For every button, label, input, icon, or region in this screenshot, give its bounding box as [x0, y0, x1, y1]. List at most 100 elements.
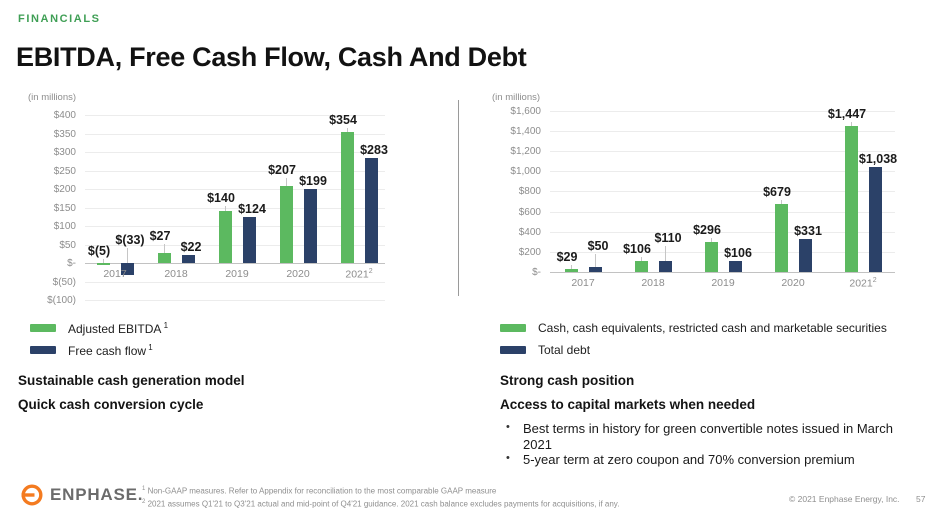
statement-capital-markets: Access to capital markets when needed [500, 397, 756, 412]
enphase-logo: ENPHASE. [20, 483, 143, 507]
units-label: (in millions) [492, 92, 541, 103]
x-axis-label: 20212 [345, 268, 373, 281]
legend-label: Adjusted EBITDA 1 [68, 320, 169, 336]
bullet-green-notes: • Best terms in history for green conver… [500, 421, 900, 453]
y-axis-tick: $(50) [52, 276, 76, 288]
enphase-logo-icon [20, 484, 43, 506]
x-axis-label: 2017 [103, 268, 127, 280]
x-axis-label: 2018 [641, 276, 665, 289]
label-leader-line [127, 248, 128, 263]
y-axis-tick: $- [67, 258, 76, 269]
y-axis-tick: $800 [518, 186, 541, 198]
label-leader-line [781, 199, 782, 204]
gridline [550, 111, 895, 112]
bar-value-label: $296 [693, 223, 721, 238]
x-axis-label: 20212 [849, 276, 877, 290]
page-number: 57 [916, 494, 926, 504]
series2-bar [798, 238, 812, 272]
label-leader-line [103, 259, 104, 263]
bar-value-label: $(33) [115, 233, 145, 247]
bullet-zero-coupon: • 5-year term at zero coupon and 70% con… [500, 452, 900, 468]
y-axis-tick: $400 [518, 226, 541, 238]
series1-bar [157, 253, 171, 263]
y-axis-tick: $100 [53, 221, 76, 232]
ebitda-fcf-legend: Adjusted EBITDA 1 Free cash flow 1 [30, 317, 168, 361]
bar-value-label: $110 [654, 231, 682, 246]
x-axis-label: 2020 [286, 268, 310, 280]
legend-swatch [500, 324, 526, 332]
legend-swatch [30, 346, 56, 354]
bar-value-label: $22 [180, 239, 202, 254]
x-axis-label: 2017 [571, 276, 595, 289]
enphase-logo-text: ENPHASE. [50, 485, 144, 504]
y-axis-tick: $50 [59, 239, 76, 251]
chart-canvas: $400 $350 $300 $250 $200 $150 $100 $50 $- $(50) $(… [18, 92, 453, 312]
vertical-divider [458, 100, 459, 296]
gridline [85, 189, 385, 190]
series2-bar [242, 217, 256, 263]
section-eyebrow: FINANCIALS [18, 13, 101, 25]
page-title: EBITDA, Free Cash Flow, Cash And Debt [16, 42, 527, 72]
y-axis-tick: $200 [53, 184, 76, 195]
series2-bar [588, 266, 602, 272]
footnote-2: 2 2021 assumes Q1'21 to Q3'21 actual and… [142, 498, 620, 509]
series2-bar [658, 260, 672, 272]
series2-bar [303, 189, 317, 263]
x-axis-label: 2019 [711, 276, 735, 289]
label-leader-line [571, 264, 572, 269]
chart-canvas: $1,600 $1,400 $1,200 $1,000 $800 $600 $400 $200… [482, 92, 942, 312]
series1-bar [774, 203, 788, 272]
gridline [550, 231, 895, 233]
y-axis-tick: $1,400 [510, 126, 541, 138]
units-label: (in millions) [28, 92, 77, 103]
bullet-dot: • [506, 421, 510, 433]
gridline [85, 170, 385, 172]
legend-label: Free cash flow 1 [68, 342, 153, 358]
label-leader-line [641, 257, 642, 262]
label-leader-line [665, 246, 666, 261]
bar-value-label: $679 [763, 184, 791, 199]
x-axis-label: 2019 [225, 268, 249, 280]
statement-cash-conversion: Quick cash conversion cycle [18, 397, 204, 412]
cash-debt-legend: Cash, cash equivalents, restricted cash … [500, 317, 887, 361]
y-axis-tick: $1,000 [510, 166, 541, 178]
y-axis-tick: $350 [53, 128, 76, 140]
gridline [550, 131, 895, 133]
series2-bar [120, 263, 134, 276]
gridline [85, 207, 385, 209]
bar-value-label: $1,038 [858, 152, 898, 167]
y-axis-tick: $(100) [47, 295, 76, 306]
series1-bar [844, 126, 858, 272]
series2-bar [364, 158, 378, 263]
legend-swatch [500, 346, 526, 354]
series1-bar [564, 268, 578, 272]
series1-bar [218, 211, 232, 263]
gridline [550, 191, 895, 193]
footnote-1: 1 Non-GAAP measures. Refer to Appendix f… [142, 486, 497, 496]
gridline [550, 151, 895, 153]
series2-bar [728, 261, 742, 272]
y-axis-tick: $1,200 [510, 146, 541, 158]
bar-value-label: $354 [329, 113, 357, 128]
label-leader-line [164, 243, 165, 253]
series1-bar [704, 242, 718, 272]
legend-swatch [30, 324, 56, 332]
x-axis-label: 2020 [781, 276, 805, 289]
legend-row: Total debt [500, 339, 887, 361]
label-leader-line [347, 128, 348, 133]
bar-value-label: $199 [299, 174, 327, 189]
legend-row: Free cash flow 1 [30, 339, 168, 361]
series1-bar [96, 263, 110, 265]
series1-bar [634, 261, 648, 272]
gridline [550, 251, 895, 253]
legend-row: Adjusted EBITDA 1 [30, 317, 168, 339]
y-axis-tick: $200 [518, 246, 541, 258]
gridline [550, 171, 895, 173]
bar-value-label: $331 [794, 223, 822, 238]
bar-value-label: $207 [268, 163, 296, 178]
gridline [85, 226, 385, 227]
y-axis-tick: $600 [518, 206, 541, 218]
gridline [85, 115, 385, 116]
y-axis-tick: $- [532, 266, 541, 278]
